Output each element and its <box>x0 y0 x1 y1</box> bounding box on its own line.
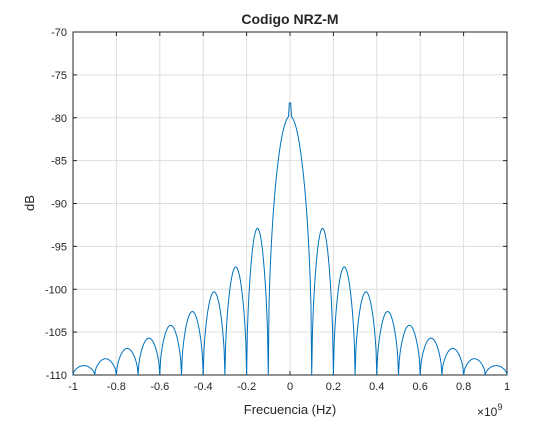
y-tick-label: -100 <box>45 284 67 296</box>
y-tick-label: -85 <box>51 156 67 168</box>
y-axis-label: dB <box>22 195 37 211</box>
y-tick-label: -80 <box>51 113 67 125</box>
y-tick-label: -95 <box>51 241 67 253</box>
x-tick-label: -0.2 <box>237 381 256 393</box>
axes: -1 -0.8 -0.6 -0.4 -0.2 0 0.2 0.4 0.6 0.8 1 -70 -75 -8… <box>45 27 510 393</box>
x-multiplier-exponent: 9 <box>497 402 502 412</box>
x-tick-label: 1 <box>504 381 510 393</box>
y-tick-label: -110 <box>46 370 67 382</box>
x-axis-label: Frecuencia (Hz) <box>244 402 336 417</box>
x-tick-label: -1 <box>68 381 78 393</box>
y-tick-label: -70 <box>51 27 67 39</box>
x-tick-label: -0.4 <box>194 381 213 393</box>
x-multiplier-label: ×109 <box>477 402 502 419</box>
x-tick-label: 0 <box>287 381 293 393</box>
y-tick-label: -105 <box>45 327 67 339</box>
x-tick-label: -0.8 <box>107 381 126 393</box>
series-line-group <box>72 102 508 376</box>
x-tick-label: 0.8 <box>456 381 471 393</box>
x-tick-label: 0.4 <box>369 381 384 393</box>
spectrum-line <box>72 102 508 376</box>
x-multiplier-base: ×10 <box>477 405 498 419</box>
y-tick-label: -90 <box>51 199 67 211</box>
chart-title: Codigo NRZ-M <box>241 11 338 27</box>
x-tick-label: 0.6 <box>413 381 428 393</box>
x-tick-label: -0.6 <box>150 381 169 393</box>
x-tick-label: 0.2 <box>326 381 341 393</box>
y-tick-label: -75 <box>51 70 67 82</box>
